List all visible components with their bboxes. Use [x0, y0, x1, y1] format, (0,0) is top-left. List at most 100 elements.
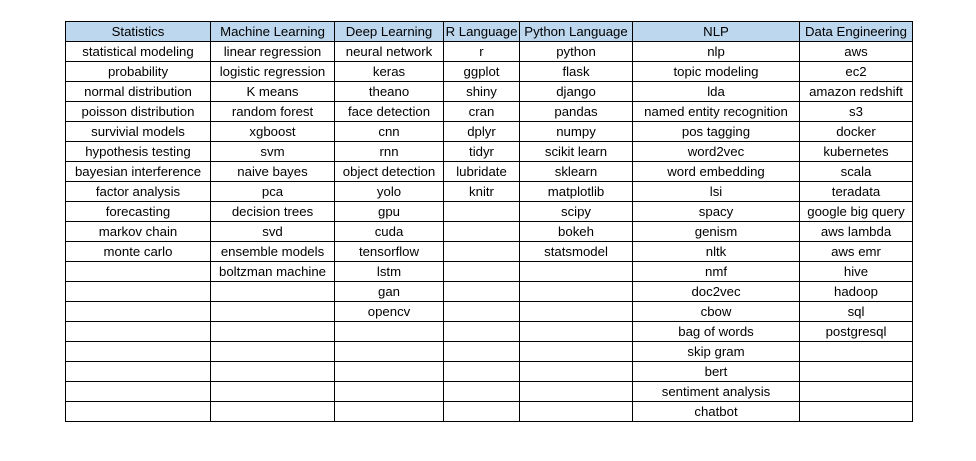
- table-cell: neural network: [334, 41, 444, 62]
- table-cell: [519, 281, 633, 302]
- table-row: skip gram: [65, 341, 913, 362]
- table-cell: factor analysis: [65, 181, 211, 202]
- table-cell: [443, 261, 520, 282]
- table-cell: [443, 401, 520, 422]
- table-cell: svm: [210, 141, 335, 162]
- table-cell: [65, 301, 211, 322]
- table-cell: xgboost: [210, 121, 335, 142]
- table-cell: [65, 261, 211, 282]
- column-header: Deep Learning: [334, 21, 444, 42]
- table-cell: bokeh: [519, 221, 633, 242]
- table-cell: rnn: [334, 141, 444, 162]
- table-cell: aws lambda: [799, 221, 913, 242]
- table-cell: [799, 361, 913, 382]
- table-cell: cbow: [632, 301, 800, 322]
- table-cell: [334, 401, 444, 422]
- table-cell: [519, 321, 633, 342]
- table-cell: word embedding: [632, 161, 800, 182]
- table-cell: hypothesis testing: [65, 141, 211, 162]
- table-row: probability logistic regression keras ggplo…: [65, 61, 913, 82]
- table-cell: dplyr: [443, 121, 520, 142]
- table-cell: nlp: [632, 41, 800, 62]
- table-cell: flask: [519, 61, 633, 82]
- table-cell: sentiment analysis: [632, 381, 800, 402]
- table-cell: aws emr: [799, 241, 913, 262]
- column-header: Data Engineering: [799, 21, 913, 42]
- table-cell: [443, 201, 520, 222]
- table-cell: [65, 381, 211, 402]
- table-cell: word2vec: [632, 141, 800, 162]
- table-cell: [210, 361, 335, 382]
- table-row: chatbot: [65, 401, 913, 422]
- table-cell: [443, 301, 520, 322]
- table-row: normal distribution K means theano shiny dja…: [65, 81, 913, 102]
- table-cell: yolo: [334, 181, 444, 202]
- table-row: bayesian interference naive bayes object d…: [65, 161, 913, 182]
- table-cell: [334, 321, 444, 342]
- table-cell: linear regression: [210, 41, 335, 62]
- table-cell: teradata: [799, 181, 913, 202]
- table-cell: pandas: [519, 101, 633, 122]
- table-cell: scipy: [519, 201, 633, 222]
- table-cell: [65, 401, 211, 422]
- skills-table: Statistics Machine Learning Deep Learning R…: [65, 21, 913, 422]
- table-cell: [443, 281, 520, 302]
- table-cell: [443, 341, 520, 362]
- column-header: Machine Learning: [210, 21, 335, 42]
- table-cell: [65, 361, 211, 382]
- table-cell: opencv: [334, 301, 444, 322]
- table-cell: scala: [799, 161, 913, 182]
- table-row: gan doc2vec hadoop: [65, 281, 913, 302]
- table-cell: statistical modeling: [65, 41, 211, 62]
- table-cell: gan: [334, 281, 444, 302]
- table-cell: nltk: [632, 241, 800, 262]
- table-cell: ec2: [799, 61, 913, 82]
- table-cell: sklearn: [519, 161, 633, 182]
- table-cell: naive bayes: [210, 161, 335, 182]
- table-row: survivial models xgboost cnn dplyr numpy pos …: [65, 121, 913, 142]
- table-row: monte carlo ensemble models tensorflow stat…: [65, 241, 913, 262]
- table-cell: [210, 301, 335, 322]
- table-cell: google big query: [799, 201, 913, 222]
- table-cell: K means: [210, 81, 335, 102]
- table-cell: lstm: [334, 261, 444, 282]
- table-cell: statsmodel: [519, 241, 633, 262]
- column-header: Python Language: [519, 21, 633, 42]
- table-cell: [65, 281, 211, 302]
- table-cell: bert: [632, 361, 800, 382]
- table-cell: cran: [443, 101, 520, 122]
- table-cell: gpu: [334, 201, 444, 222]
- table-row: boltzman machine lstm nmf hive: [65, 261, 913, 282]
- table-cell: kubernetes: [799, 141, 913, 162]
- table-cell: named entity recognition: [632, 101, 800, 122]
- table-cell: hive: [799, 261, 913, 282]
- table-cell: topic modeling: [632, 61, 800, 82]
- column-header: Statistics: [65, 21, 211, 42]
- table-cell: markov chain: [65, 221, 211, 242]
- table-cell: [443, 241, 520, 262]
- table-row: hypothesis testing svm rnn tidyr scikit lear…: [65, 141, 913, 162]
- table-cell: [519, 261, 633, 282]
- table-row: sentiment analysis: [65, 381, 913, 402]
- table-cell: [519, 401, 633, 422]
- table-cell: amazon redshift: [799, 81, 913, 102]
- table-cell: [65, 341, 211, 362]
- table-cell: [443, 361, 520, 382]
- table-cell: doc2vec: [632, 281, 800, 302]
- table-cell: pca: [210, 181, 335, 202]
- table-body: statistical modeling linear regression neu…: [65, 41, 913, 422]
- table-cell: theano: [334, 81, 444, 102]
- table-cell: django: [519, 81, 633, 102]
- table-row: statistical modeling linear regression neu…: [65, 41, 913, 62]
- table-cell: [334, 361, 444, 382]
- table-cell: spacy: [632, 201, 800, 222]
- table-cell: lsi: [632, 181, 800, 202]
- table-cell: nmf: [632, 261, 800, 282]
- table-cell: knitr: [443, 181, 520, 202]
- table-cell: forecasting: [65, 201, 211, 222]
- table-cell: [443, 221, 520, 242]
- table-cell: keras: [334, 61, 444, 82]
- table-cell: face detection: [334, 101, 444, 122]
- table-cell: random forest: [210, 101, 335, 122]
- table-cell: [443, 381, 520, 402]
